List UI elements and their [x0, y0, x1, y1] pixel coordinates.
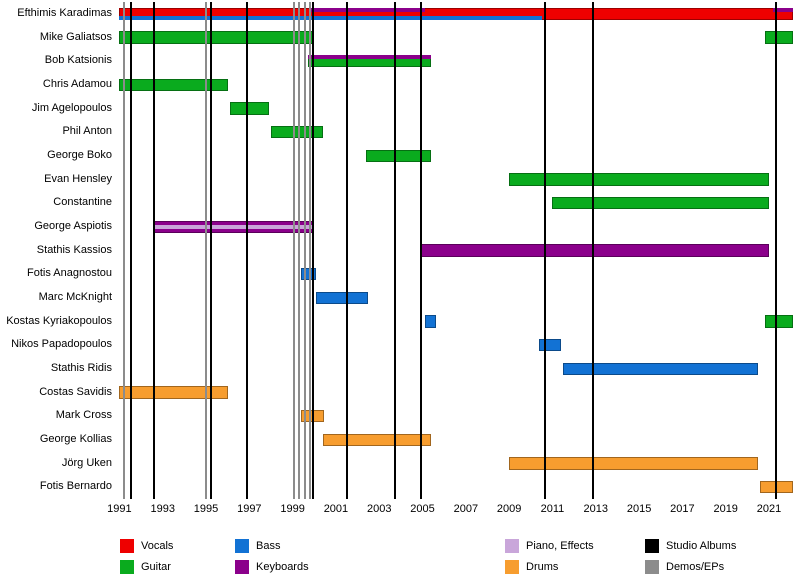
axis-tick-label: 2013 [583, 503, 609, 515]
axis-tick-label: 2003 [367, 503, 392, 515]
member-label: Fotis Bernardo [39, 480, 112, 493]
legend-label: Vocals [141, 540, 174, 552]
studio-album-release-line [543, 2, 546, 499]
legend-label: Drums [526, 561, 559, 573]
axis-tick-label: 2001 [323, 503, 349, 515]
member-label: Costas Savidis [39, 385, 112, 398]
studio-album-release-line [420, 2, 423, 499]
timeline-bar-guitar [119, 78, 228, 91]
axis-tick-label: 1999 [280, 503, 305, 515]
axis-tick-label: 2007 [453, 503, 479, 515]
axis-tick-label: 2017 [670, 503, 695, 515]
member-label: Bob Katsionis [44, 54, 112, 67]
studio-album-release-line [130, 2, 133, 499]
timeline-bar-drums [760, 480, 793, 494]
timeline-bar-piano_effects [154, 224, 315, 229]
member-label: Phil Anton [62, 125, 112, 138]
studio-album-release-line [246, 2, 249, 499]
legend-swatch-guitar [120, 560, 134, 574]
legend-swatch-piano_effects [505, 539, 519, 553]
demo-ep-release-line [292, 2, 295, 499]
studio-album-release-line [591, 2, 594, 499]
legend-label: Studio Albums [666, 540, 737, 552]
studio-album-release-line [153, 2, 156, 499]
timeline-bar-bass [539, 338, 562, 352]
member-label: Chris Adamou [42, 78, 112, 90]
demo-ep-release-line [205, 2, 208, 499]
axis-tick-label: 2009 [496, 503, 522, 515]
timeline-bar-guitar [119, 31, 315, 44]
member-label: George Aspiotis [34, 220, 112, 232]
studio-album-release-line [210, 2, 213, 499]
member-label: Fotis Anagnostou [26, 267, 112, 280]
member-label: Stathis Kassios [36, 243, 112, 256]
studio-album-release-line [345, 2, 348, 499]
timeline-bar-guitar [229, 102, 269, 115]
legend: Vocals Guitar Bass Keyboards Piano, Effects D… [0, 538, 800, 580]
timeline-bar-guitar [552, 196, 769, 210]
axis-tick-label: 1993 [150, 503, 175, 515]
member-label: Evan Hensley [44, 172, 112, 185]
legend-swatch-keyboards [235, 560, 249, 574]
member-labels-column: Efthimis Karadimas Mike Galiatsos Bob Kats… [0, 2, 112, 499]
member-label: Stathis Ridis [50, 362, 112, 374]
timeline-bar-bass [316, 291, 369, 304]
axis-tick-label: 2015 [626, 503, 652, 515]
member-label: Mark Cross [55, 409, 112, 422]
member-label: Nikos Papadopoulos [11, 338, 112, 351]
timeline-bar-bass [424, 315, 436, 328]
demo-ep-release-line [303, 2, 306, 499]
timeline-bar-guitar [764, 315, 793, 328]
member-label: George Kollias [39, 433, 112, 445]
legend-label: Piano, Effects [526, 540, 594, 552]
demo-ep-release-line [308, 2, 311, 499]
timeline-bar-guitar [366, 149, 432, 162]
member-label: Kostas Kyriakopoulos [6, 314, 112, 327]
timeline-bar-guitar [764, 31, 793, 44]
timeline-bar-keyboards [773, 7, 793, 12]
axis-tick-label: 1995 [193, 503, 219, 515]
axis-tick-label: 2011 [540, 503, 565, 515]
legend-label: Guitar [141, 561, 171, 573]
member-label: Marc McKnight [38, 291, 112, 303]
member-label: Jim Agelopoulos [31, 101, 112, 114]
axis-tick-label: 2019 [713, 503, 738, 515]
legend-label: Keyboards [256, 561, 309, 573]
timeline-bar-drums [509, 457, 759, 470]
timeline-bar-guitar [509, 173, 769, 186]
legend-swatch-vocals [120, 539, 134, 553]
legend-swatch-drums [505, 560, 519, 574]
demo-ep-release-line [122, 2, 125, 499]
legend-swatch-studio_albums [645, 539, 659, 553]
timeline-bar-keyboards [309, 7, 425, 12]
axis-tick-label: 2021 [756, 503, 782, 515]
legend-swatch-demos_eps [645, 560, 659, 574]
timeline-bar-guitar [270, 125, 323, 139]
timeline-bar-bass [119, 15, 542, 20]
legend-label: Bass [256, 540, 281, 552]
timeline-bar-drums [322, 433, 432, 446]
timeline-bar-drums [119, 386, 228, 399]
member-label: George Boko [47, 149, 112, 161]
timeline-bar-keyboards [420, 244, 769, 257]
axis-tick-label: 1991 [107, 503, 132, 515]
timeline-bar-bass [563, 362, 759, 375]
member-label: Mike Galiatsos [39, 30, 112, 43]
axis-tick-label: 2005 [410, 503, 435, 515]
timeline-bar-keyboards [307, 54, 432, 60]
axis-tick-label: 1997 [237, 503, 262, 515]
studio-album-release-line [774, 2, 777, 499]
timeline-plot-area [114, 2, 795, 499]
studio-album-release-line [394, 2, 397, 499]
member-label: Constantine [53, 196, 112, 209]
legend-swatch-bass [235, 539, 249, 553]
legend-label: Demos/EPs [666, 561, 725, 573]
member-label: Jörg Uken [61, 456, 112, 469]
member-label: Efthimis Karadimas [17, 7, 112, 19]
studio-album-release-line [312, 2, 315, 499]
demo-ep-release-line [298, 2, 301, 499]
x-axis: 1991 1993 1995 1997 1999 2001 2003 2005 2007 2009… [0, 503, 800, 518]
